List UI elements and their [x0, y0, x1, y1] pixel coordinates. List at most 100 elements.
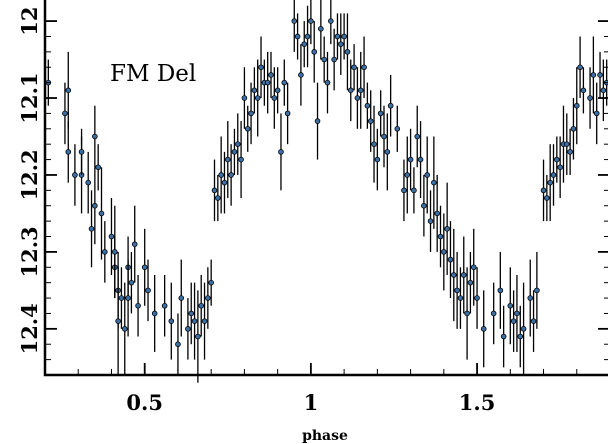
y-tick-label: 12 [17, 6, 42, 35]
data-point [444, 182, 450, 275]
x-tick-label: 1 [304, 390, 319, 415]
data-point [321, 36, 327, 83]
data-point [593, 82, 600, 145]
point-marker [62, 110, 68, 117]
data-point [228, 144, 234, 206]
point-marker [547, 179, 553, 186]
data-point [324, 51, 331, 114]
data-point [175, 313, 181, 375]
data-point [460, 236, 467, 314]
data-point [347, 59, 354, 122]
data-point [254, 59, 261, 137]
data-point [467, 251, 474, 314]
point-marker [85, 179, 92, 186]
data-point [337, 13, 344, 75]
data-point [85, 151, 92, 214]
point-marker [191, 318, 198, 324]
point-marker [224, 156, 231, 163]
point-marker [228, 172, 234, 178]
point-marker [520, 326, 527, 332]
point-marker [264, 79, 271, 86]
point-marker [328, 18, 334, 24]
data-point [304, 5, 311, 68]
data-point [554, 136, 560, 183]
data-point [371, 105, 377, 183]
point-marker [401, 187, 407, 194]
point-marker [168, 318, 175, 324]
data-point [454, 251, 460, 329]
data-point [92, 105, 98, 168]
data-points [45, 0, 608, 383]
y-tick-label: 12.4 [17, 303, 42, 354]
data-point [185, 298, 191, 360]
point-marker [414, 133, 421, 140]
data-point [244, 105, 251, 152]
point-marker [238, 156, 244, 163]
data-point [414, 105, 421, 168]
x-axis-label: phase [302, 428, 348, 444]
data-point [211, 159, 218, 222]
point-marker [221, 179, 228, 186]
data-point [587, 67, 593, 129]
point-marker [497, 287, 504, 294]
data-point [308, 0, 314, 45]
data-point [221, 151, 228, 214]
point-marker [507, 302, 514, 309]
data-point [384, 113, 391, 191]
data-point [291, 0, 298, 52]
data-point [417, 121, 424, 199]
data-point [544, 174, 550, 222]
data-point [178, 259, 185, 337]
data-point [507, 267, 514, 345]
data-point [577, 36, 583, 99]
point-marker [125, 295, 131, 301]
point-marker [467, 279, 474, 286]
point-marker [254, 95, 261, 101]
data-point [271, 67, 278, 129]
data-point [474, 267, 480, 329]
data-point [88, 190, 95, 268]
point-marker [517, 333, 524, 340]
point-marker [417, 156, 424, 163]
point-marker [437, 233, 444, 240]
data-point [514, 274, 520, 352]
data-point [102, 221, 108, 283]
point-marker [298, 72, 304, 78]
data-point [128, 251, 135, 314]
data-point [490, 282, 497, 345]
point-marker [218, 172, 224, 178]
data-point [357, 51, 364, 129]
data-point [208, 259, 214, 306]
data-point [497, 251, 504, 329]
data-point [470, 228, 477, 306]
point-marker [215, 195, 221, 201]
data-point [224, 121, 231, 199]
data-point [65, 51, 72, 129]
point-marker [377, 110, 384, 117]
point-marker [141, 264, 148, 271]
point-marker [308, 18, 314, 24]
point-marker [580, 87, 587, 94]
data-point [527, 259, 534, 337]
data-point [457, 267, 464, 329]
data-point [281, 59, 288, 106]
point-marker [65, 149, 72, 155]
point-marker [464, 310, 470, 317]
point-marker [344, 49, 351, 55]
data-point [520, 282, 527, 375]
data-point [407, 128, 414, 191]
point-marker [151, 310, 158, 317]
x-tick-label: 1.5 [459, 390, 496, 415]
data-point [111, 205, 118, 299]
point-marker [311, 49, 318, 55]
point-marker [527, 295, 534, 301]
data-point [480, 290, 487, 368]
point-marker [95, 164, 101, 171]
point-marker [304, 33, 311, 40]
point-marker [294, 33, 301, 40]
data-point [121, 282, 128, 375]
point-marker [421, 202, 427, 209]
data-point [354, 67, 361, 129]
data-point [387, 74, 394, 137]
data-point [411, 167, 417, 214]
